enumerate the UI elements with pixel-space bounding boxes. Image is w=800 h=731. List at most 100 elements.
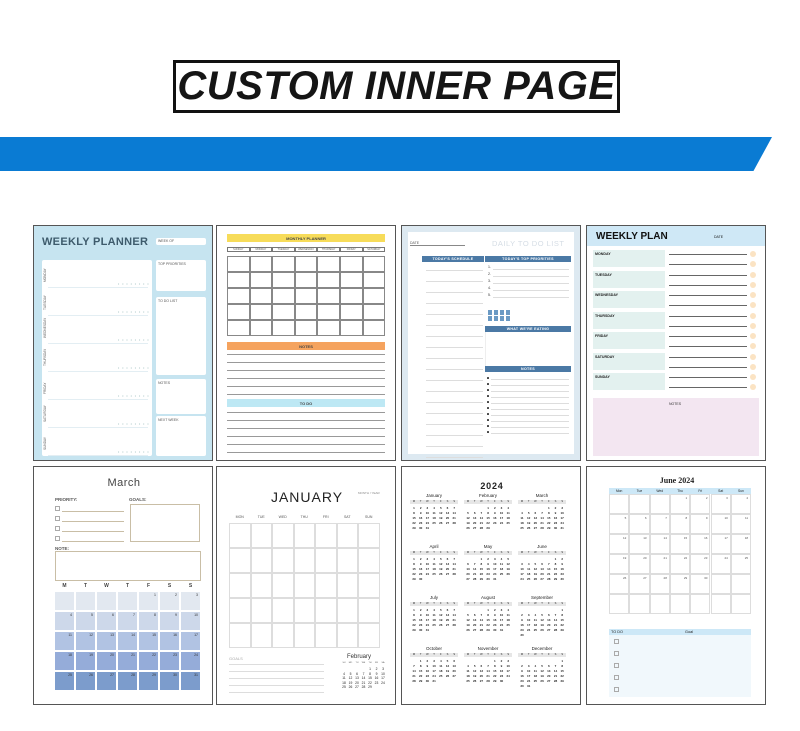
calendar-day-cell[interactable]: 27 (97, 672, 116, 690)
checkbox-circle-icon[interactable] (750, 343, 756, 349)
calendar-cell[interactable] (227, 288, 250, 304)
calendar-cell[interactable]: 21 (649, 554, 670, 574)
calendar-cell[interactable] (362, 256, 386, 272)
calendar-day-cell[interactable]: 29 (139, 672, 158, 690)
priority-line[interactable] (493, 269, 569, 270)
calendar-day-cell[interactable]: 3 (181, 592, 200, 610)
checkbox-circle-icon[interactable] (750, 353, 756, 360)
calendar-day-cell[interactable]: 7 (118, 612, 137, 630)
calendar-cell[interactable] (227, 320, 250, 336)
priority-line[interactable] (62, 511, 124, 512)
calendar-cell[interactable] (272, 548, 294, 573)
calendar-day-cell[interactable] (55, 592, 74, 610)
calendar-cell[interactable] (249, 320, 273, 336)
calendar-cell[interactable]: 13 (629, 534, 650, 554)
water-glass-icon[interactable] (506, 310, 510, 315)
calendar-day-cell[interactable]: 5 (76, 612, 95, 630)
calendar-cell[interactable]: 24 (710, 554, 731, 574)
calendar-cell[interactable]: 6 (629, 514, 650, 534)
calendar-cell[interactable] (629, 494, 650, 514)
calendar-cell[interactable]: 19 (609, 554, 630, 574)
calendar-cell[interactable]: 27 (629, 574, 650, 594)
calendar-cell[interactable] (340, 320, 363, 336)
calendar-cell[interactable] (690, 594, 711, 614)
calendar-cell[interactable] (272, 598, 294, 623)
calendar-day-cell[interactable]: 25 (55, 672, 74, 690)
calendar-day-cell[interactable]: 10 (181, 612, 200, 630)
schedule-line[interactable] (426, 391, 483, 392)
calendar-cell[interactable]: 7 (649, 514, 670, 534)
calendar-cell[interactable] (336, 623, 358, 648)
calendar-cell[interactable] (649, 594, 670, 614)
water-glass-icon[interactable] (500, 310, 504, 315)
calendar-cell[interactable] (336, 548, 358, 573)
calendar-day-cell[interactable]: 19 (76, 652, 95, 670)
schedule-line[interactable] (426, 457, 483, 458)
calendar-day-cell[interactable]: 6 (97, 612, 116, 630)
water-glass-icon[interactable] (500, 316, 504, 321)
schedule-line[interactable] (426, 402, 483, 403)
calendar-day-cell[interactable]: 1 (139, 592, 158, 610)
calendar-cell[interactable] (272, 623, 294, 648)
calendar-cell[interactable]: 16 (690, 534, 711, 554)
calendar-day-cell[interactable]: 8 (139, 612, 158, 630)
weekly-plan-page[interactable]: WEEKLY PLAN DATE NOTES MONDAY TUESDAY WEDN… (586, 225, 766, 461)
checkbox-circle-icon[interactable] (750, 333, 756, 339)
calendar-cell[interactable] (315, 598, 337, 623)
checkbox-circle-icon[interactable] (750, 292, 756, 298)
calendar-cell[interactable] (609, 494, 630, 514)
calendar-day-cell[interactable]: 26 (76, 672, 95, 690)
calendar-cell[interactable] (249, 272, 273, 288)
calendar-cell[interactable]: 14 (649, 534, 670, 554)
goal-line[interactable] (229, 685, 324, 686)
water-glass-icon[interactable] (488, 316, 492, 321)
note-line[interactable] (491, 403, 569, 404)
calendar-cell[interactable]: 12 (609, 534, 630, 554)
goal-line[interactable] (229, 664, 324, 665)
calendar-cell[interactable] (710, 594, 731, 614)
task-line[interactable] (669, 346, 747, 347)
note-line[interactable] (491, 421, 569, 422)
priority-line[interactable] (62, 521, 124, 522)
calendar-cell[interactable] (358, 623, 380, 648)
note-line[interactable] (491, 427, 569, 428)
calendar-cell[interactable] (249, 288, 273, 304)
checkbox-circle-icon[interactable] (750, 312, 756, 319)
calendar-cell[interactable] (294, 304, 318, 320)
calendar-cell[interactable]: 9 (690, 514, 711, 534)
calendar-cell[interactable] (315, 548, 337, 573)
calendar-cell[interactable] (293, 623, 315, 648)
checkbox-circle-icon[interactable] (750, 302, 756, 308)
calendar-cell[interactable]: 28 (649, 574, 670, 594)
calendar-day-cell[interactable] (118, 592, 137, 610)
calendar-cell[interactable] (362, 320, 386, 336)
calendar-day-cell[interactable] (97, 592, 116, 610)
calendar-cell[interactable] (272, 320, 295, 336)
water-glass-icon[interactable] (494, 316, 498, 321)
priority-line[interactable] (493, 283, 569, 284)
calendar-cell[interactable] (358, 598, 380, 623)
calendar-cell[interactable] (315, 573, 337, 598)
calendar-cell[interactable] (250, 548, 272, 573)
calendar-day-cell[interactable]: 13 (97, 632, 116, 650)
calendar-cell[interactable] (250, 573, 272, 598)
note-line[interactable] (491, 391, 569, 392)
calendar-day-cell[interactable]: 17 (181, 632, 200, 650)
calendar-cell[interactable] (340, 288, 363, 304)
calendar-cell[interactable] (358, 573, 380, 598)
calendar-cell[interactable] (669, 594, 691, 614)
calendar-cell[interactable] (227, 304, 250, 320)
task-line[interactable] (669, 254, 747, 255)
calendar-cell[interactable]: 17 (710, 534, 731, 554)
schedule-line[interactable] (426, 281, 483, 282)
calendar-cell[interactable] (229, 523, 251, 548)
checkbox-icon[interactable] (614, 663, 619, 668)
calendar-cell[interactable]: 3 (710, 494, 731, 514)
calendar-day-cell[interactable]: 30 (160, 672, 179, 690)
water-glass-icon[interactable] (506, 316, 510, 321)
calendar-cell[interactable]: 15 (669, 534, 691, 554)
task-line[interactable] (669, 366, 747, 368)
calendar-cell[interactable]: 23 (690, 554, 711, 574)
monthly-planner-page[interactable]: MONTHLY PLANNER NOTES TO DO SUNDAY MONDAY… (216, 225, 396, 461)
